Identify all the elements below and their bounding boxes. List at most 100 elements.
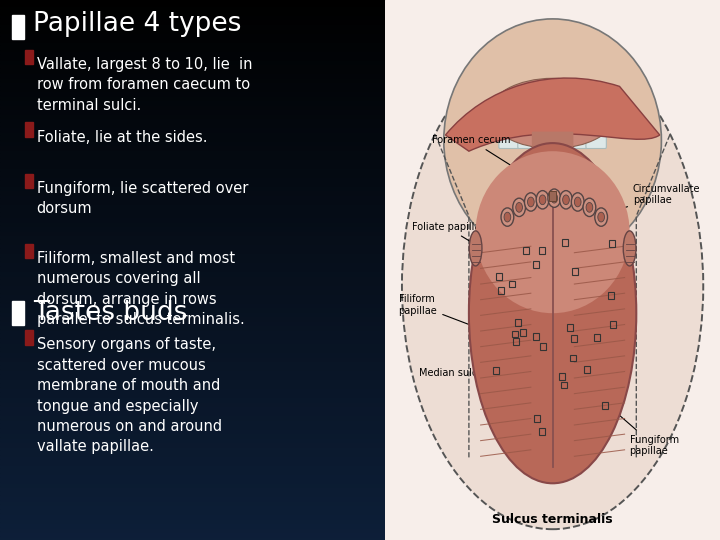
Bar	[0, 104, 385, 108]
Text: Foramen cecum: Foramen cecum	[432, 136, 550, 190]
Ellipse shape	[528, 197, 534, 207]
Bar	[0, 360, 385, 364]
Bar	[0, 166, 385, 171]
Bar	[0, 500, 385, 504]
Bar	[0, 423, 385, 428]
Bar	[509, 280, 515, 287]
Bar	[0, 216, 385, 220]
Bar	[0, 31, 385, 36]
Bar	[0, 441, 385, 445]
Bar	[0, 306, 385, 310]
FancyBboxPatch shape	[586, 116, 606, 148]
Bar	[539, 247, 544, 254]
Bar	[0, 202, 385, 207]
Bar	[0, 387, 385, 392]
Ellipse shape	[598, 212, 605, 222]
Bar	[25, 123, 32, 137]
Bar	[0, 364, 385, 369]
Bar	[0, 220, 385, 225]
Ellipse shape	[469, 143, 636, 483]
Bar	[0, 77, 385, 81]
Bar	[0, 378, 385, 382]
Ellipse shape	[536, 191, 549, 209]
Bar	[0, 409, 385, 414]
Bar	[0, 18, 385, 23]
Bar	[0, 189, 385, 193]
Bar	[523, 247, 528, 254]
Bar	[0, 58, 385, 63]
Bar	[584, 366, 590, 373]
Bar	[0, 328, 385, 333]
Text: Median sulcus: Median sulcus	[419, 341, 550, 377]
Bar	[0, 418, 385, 423]
Text: Fungiform, lie scattered over
dorsum: Fungiform, lie scattered over dorsum	[37, 181, 248, 217]
Bar	[0, 112, 385, 117]
Ellipse shape	[559, 191, 572, 209]
FancyBboxPatch shape	[541, 116, 564, 148]
Text: Sensory organs of taste,
scattered over mucous
membrane of mouth and
tongue and : Sensory organs of taste, scattered over …	[37, 338, 222, 455]
Bar	[539, 428, 545, 435]
Bar	[0, 472, 385, 477]
Bar	[0, 243, 385, 247]
Text: Filiform
papillae: Filiform papillae	[399, 294, 487, 331]
Text: Fungiform
papillae: Fungiform papillae	[606, 404, 679, 456]
Bar	[0, 225, 385, 229]
Bar	[0, 279, 385, 284]
Bar	[0, 477, 385, 482]
Bar	[540, 343, 546, 350]
Bar	[25, 244, 32, 258]
Bar	[0, 436, 385, 441]
Bar	[0, 293, 385, 297]
Bar	[602, 402, 608, 409]
Bar	[0, 4, 385, 9]
Bar	[0, 72, 385, 77]
Text: Vallate, largest 8 to 10, lie  in
row from foramen caecum to
terminal sulci.: Vallate, largest 8 to 10, lie in row fro…	[37, 57, 252, 112]
Ellipse shape	[501, 208, 514, 226]
Bar	[0, 355, 385, 360]
Bar	[0, 490, 385, 495]
Bar	[0, 122, 385, 126]
Bar	[0, 369, 385, 374]
FancyBboxPatch shape	[564, 116, 588, 148]
Bar	[0, 9, 385, 14]
Bar	[0, 50, 385, 54]
Bar	[0, 463, 385, 468]
Bar	[0, 180, 385, 185]
Bar	[25, 330, 32, 345]
Bar	[0, 338, 385, 342]
Bar	[0, 27, 385, 31]
Bar	[0, 324, 385, 328]
Bar	[0, 23, 385, 27]
Text: Filiform, smallest and most
numerous covering all
dorsum, arrange in rows
parall: Filiform, smallest and most numerous cov…	[37, 251, 244, 327]
Bar	[0, 45, 385, 50]
Ellipse shape	[444, 19, 662, 262]
Bar	[0, 139, 385, 144]
Bar	[0, 432, 385, 436]
Bar	[534, 333, 539, 340]
Bar	[0, 135, 385, 139]
Bar	[0, 522, 385, 526]
Bar	[559, 374, 565, 380]
Bar	[0, 414, 385, 418]
Ellipse shape	[516, 202, 523, 212]
Bar	[0, 504, 385, 509]
Bar	[0, 193, 385, 198]
Bar	[611, 321, 616, 328]
Ellipse shape	[489, 78, 616, 148]
Bar	[0, 185, 385, 189]
Text: Sulcus terminalis: Sulcus terminalis	[492, 513, 613, 526]
Bar	[0, 284, 385, 288]
Ellipse shape	[551, 193, 557, 203]
Bar	[0, 99, 385, 104]
Bar	[549, 191, 556, 201]
Bar	[0, 36, 385, 40]
Bar	[0, 63, 385, 68]
Bar	[0, 256, 385, 261]
PathPatch shape	[446, 78, 660, 151]
Ellipse shape	[469, 231, 482, 266]
Bar	[0, 126, 385, 131]
Bar	[0, 301, 385, 306]
Bar	[0, 14, 385, 18]
Bar	[0, 531, 385, 536]
Text: Tastes buds: Tastes buds	[32, 300, 187, 326]
